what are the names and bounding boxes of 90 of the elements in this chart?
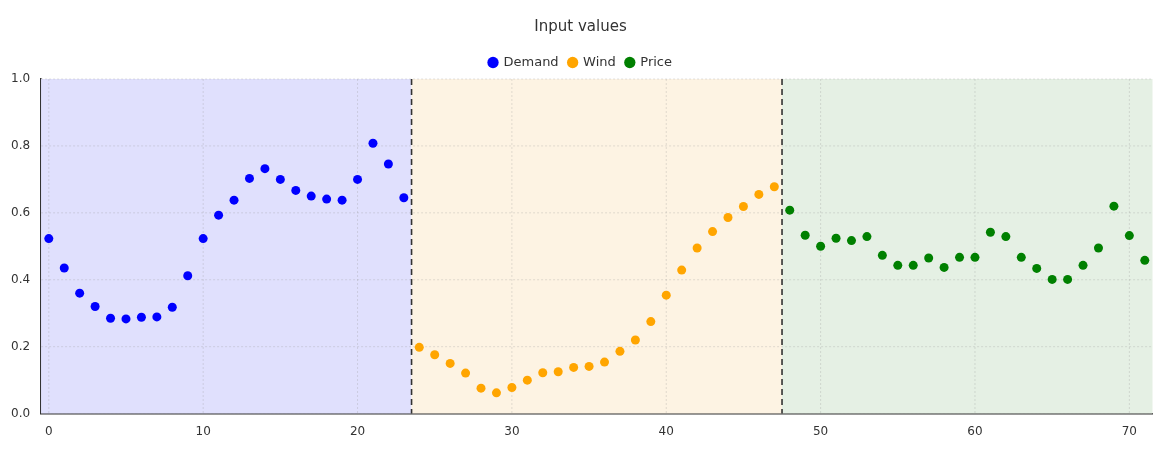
point (646, 317, 656, 327)
point (507, 383, 517, 392)
x-tick-label: 30 (504, 423, 520, 438)
point (1093, 243, 1103, 253)
point (353, 174, 363, 184)
point (44, 234, 54, 244)
point (1124, 231, 1134, 241)
point (260, 164, 270, 174)
point (383, 159, 393, 169)
point (214, 210, 224, 220)
point (90, 302, 100, 312)
x-tick-label: 20 (349, 423, 366, 438)
point (1032, 263, 1042, 273)
point (538, 368, 548, 378)
point (723, 213, 733, 223)
point (229, 195, 239, 205)
y-tick-label: 0.4 (10, 271, 31, 286)
point (955, 252, 965, 262)
point (985, 227, 995, 237)
point (152, 312, 162, 322)
point (1063, 274, 1073, 284)
y-tick-label: 1.0 (10, 71, 31, 86)
point (600, 357, 610, 367)
point (445, 358, 455, 368)
point (1001, 232, 1011, 242)
point (661, 290, 671, 300)
point (1078, 260, 1088, 270)
point (615, 346, 625, 356)
point (291, 185, 301, 195)
point (244, 173, 254, 183)
x-tick-label: 60 (967, 423, 983, 438)
point (738, 201, 748, 211)
point (862, 232, 872, 242)
point (630, 335, 640, 345)
y-tick-label: 0.6 (10, 204, 31, 219)
point (306, 191, 316, 201)
point (183, 271, 193, 281)
y-tick-label: 0.8 (10, 138, 31, 153)
point (337, 195, 347, 205)
point (430, 350, 440, 360)
y-tick-label: 0.0 (10, 405, 31, 420)
point (368, 138, 378, 148)
point (322, 194, 332, 204)
point (167, 302, 177, 312)
point (692, 243, 702, 253)
point (939, 262, 949, 272)
point (59, 263, 69, 273)
x-tick-label: 70 (1121, 423, 1137, 438)
point (136, 312, 146, 322)
point (476, 383, 486, 393)
point (908, 260, 918, 270)
point (677, 265, 687, 275)
point (491, 388, 501, 398)
point (121, 314, 131, 324)
point (893, 260, 903, 270)
point (569, 362, 579, 372)
point (816, 241, 826, 251)
point (846, 236, 856, 246)
legend-label: Demand (503, 53, 559, 69)
x-tick-label: 50 (812, 423, 829, 438)
point (769, 182, 779, 192)
chart-title: Input values (534, 16, 627, 35)
x-tick-label: 40 (658, 423, 674, 438)
point (1109, 201, 1119, 211)
point (584, 361, 594, 371)
point (106, 313, 116, 323)
point (1140, 255, 1150, 265)
point (414, 342, 424, 352)
point (924, 253, 934, 263)
point (785, 205, 795, 215)
point (754, 189, 764, 199)
point (831, 233, 841, 243)
point (553, 367, 563, 377)
point (970, 252, 980, 262)
x-tick-label: 10 (195, 423, 211, 438)
point (198, 234, 208, 244)
x-tick-label: 0 (44, 423, 53, 438)
point (1016, 252, 1026, 262)
point (275, 174, 285, 184)
point (461, 368, 471, 378)
legend-label: Wind (583, 53, 616, 69)
point (399, 193, 409, 203)
point (877, 250, 887, 260)
legend-label: Price (640, 53, 673, 69)
y-tick-label: 0.2 (10, 338, 31, 353)
point (75, 288, 85, 298)
point (800, 230, 810, 240)
point (1047, 274, 1057, 284)
point (708, 227, 718, 237)
point (522, 375, 532, 385)
